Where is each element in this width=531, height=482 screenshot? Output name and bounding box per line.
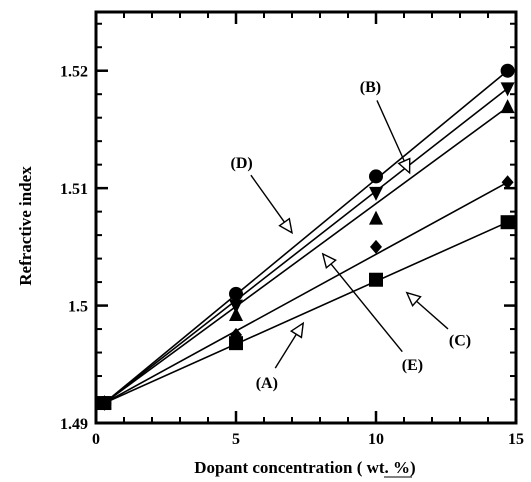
- y-tick-label: 1.51: [60, 181, 88, 198]
- data-point-circle: [97, 396, 112, 411]
- data-point-triangle-up: [500, 99, 515, 114]
- y-tick-label: 1.5: [68, 299, 88, 316]
- data-point-square: [369, 272, 383, 287]
- x-tick-label: 10: [368, 431, 384, 448]
- fit-line-diamond: [104, 181, 508, 404]
- annotation-arrow-head: [289, 321, 305, 339]
- fit-line-circle: [103, 70, 509, 404]
- data-point-square: [229, 336, 243, 351]
- annotation-label: (E): [402, 357, 423, 374]
- annotation-arrow-head: [278, 217, 293, 235]
- data-point-triangle-down: [500, 82, 515, 97]
- annotation-arrow-shaft: [274, 333, 297, 369]
- x-tick-label: 0: [92, 431, 100, 448]
- y-axis-label: Refractive index: [16, 166, 35, 286]
- data-point-triangle-down: [229, 299, 243, 314]
- x-tick-label: 15: [508, 431, 524, 448]
- annotation-arrow-shaft: [376, 100, 405, 162]
- y-tick-label: 1.49: [60, 416, 88, 433]
- data-point-square: [500, 215, 515, 230]
- x-axis-label: Dopant concentration ( wt. %): [194, 458, 415, 477]
- data-point-circle: [500, 63, 515, 78]
- y-tick-label: 1.52: [60, 64, 88, 81]
- data-point-circle: [369, 169, 383, 184]
- data-point-triangle-down: [369, 186, 383, 201]
- data-point-triangle-up: [369, 210, 383, 225]
- annotation-arrow-shaft: [330, 263, 403, 353]
- data-point-circle: [229, 286, 243, 301]
- x-tick-label: 5: [232, 431, 240, 448]
- annotation-label: (B): [360, 79, 381, 96]
- annotation-arrow-head: [397, 157, 411, 175]
- data-point-diamond: [501, 175, 514, 190]
- annotation-arrow-shaft: [250, 174, 286, 223]
- annotation-label: (D): [230, 155, 252, 172]
- annotation-arrow-head: [321, 252, 337, 270]
- annotation-arrow-shaft: [416, 300, 449, 330]
- fit-line-triangle-down: [103, 87, 509, 404]
- annotation-label: (A): [256, 375, 278, 392]
- data-point-triangle-up: [229, 306, 243, 321]
- fit-line-square: [104, 221, 508, 404]
- fit-line-triangle-up: [103, 106, 509, 404]
- data-point-diamond: [230, 327, 242, 342]
- axes-frame: [94, 10, 518, 425]
- annotation-arrow-head: [405, 291, 422, 308]
- data-point-diamond: [370, 239, 382, 254]
- plot-area: 0 5 10 15 1.49 1.5 1.51 1.52 (A) (B) (C) (D) (E): [60, 10, 524, 448]
- annotation-label: (C): [449, 332, 471, 349]
